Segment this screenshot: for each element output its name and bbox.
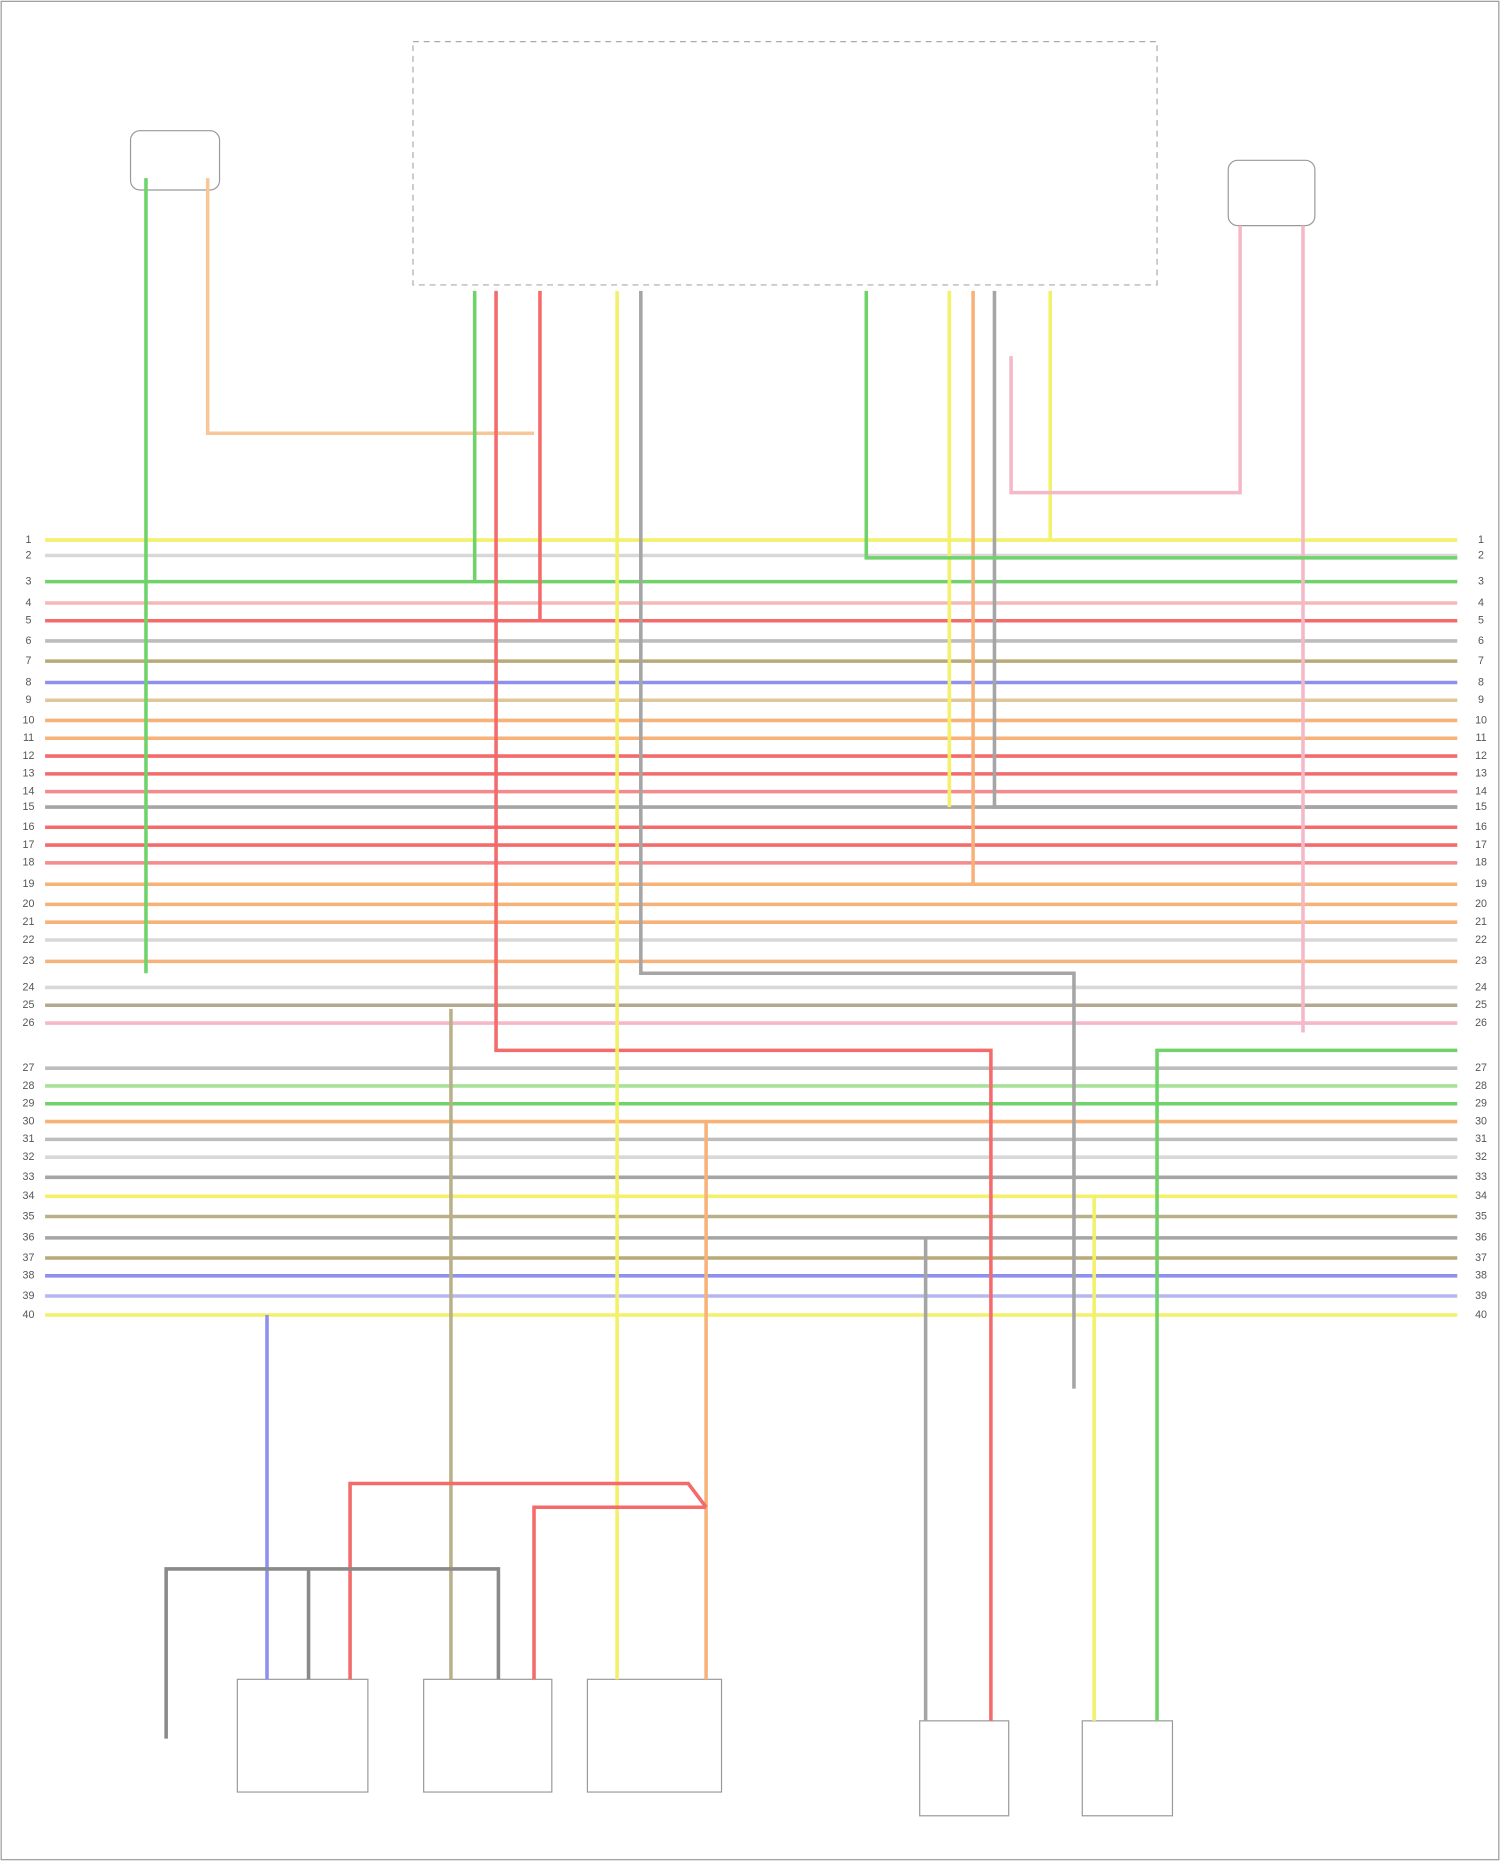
row-number: 14	[1475, 785, 1487, 797]
row-number: 6	[26, 635, 32, 647]
row-number: 1	[26, 534, 32, 546]
row-number: 23	[23, 955, 35, 967]
row-number: 8	[1478, 676, 1484, 688]
row-number: 27	[1475, 1062, 1487, 1074]
row-number: 7	[1478, 655, 1484, 667]
row-number: 12	[1475, 750, 1487, 762]
row-number: 18	[23, 857, 35, 869]
row-number: 10	[23, 714, 35, 726]
row-number: 26	[23, 1017, 35, 1029]
row-number: 2	[1478, 549, 1484, 561]
row-number: 13	[23, 768, 35, 780]
row-number: 17	[1475, 839, 1487, 851]
row-number: 12	[23, 750, 35, 762]
row-number: 9	[1478, 694, 1484, 706]
row-number: 9	[26, 694, 32, 706]
row-number: 1	[1478, 534, 1484, 546]
row-number: 5	[26, 615, 32, 627]
row-number: 13	[1475, 768, 1487, 780]
row-number: 15	[23, 801, 35, 813]
connector-left	[129, 130, 221, 191]
components	[236, 1678, 1174, 1817]
row-number: 30	[23, 1115, 35, 1127]
row-number: 2	[26, 549, 32, 561]
row-number: 34	[23, 1190, 35, 1202]
row-number: 40	[1475, 1309, 1487, 1321]
row-number: 19	[23, 878, 35, 890]
row-number: 14	[23, 785, 35, 797]
row-number: 32	[1475, 1151, 1487, 1163]
row-number: 26	[1475, 1017, 1487, 1029]
row-number: 40	[23, 1309, 35, 1321]
connector-right	[1227, 159, 1316, 227]
row-number: 21	[1475, 916, 1487, 928]
row-number: 16	[23, 821, 35, 833]
row-number: 24	[1475, 981, 1487, 993]
control-module	[412, 41, 1158, 286]
row-number: 17	[23, 839, 35, 851]
row-number: 23	[1475, 955, 1487, 967]
row-number: 25	[23, 999, 35, 1011]
row-number: 22	[23, 934, 35, 946]
row-number: 18	[1475, 857, 1487, 869]
row-number: 7	[26, 655, 32, 667]
row-number: 24	[23, 981, 35, 993]
row-number: 32	[23, 1151, 35, 1163]
row-number: 11	[23, 732, 34, 744]
row-number: 19	[1475, 878, 1487, 890]
row-number: 36	[23, 1232, 35, 1244]
row-number: 31	[1475, 1133, 1487, 1145]
row-number: 30	[1475, 1115, 1487, 1127]
row-number: 20	[1475, 898, 1487, 910]
row-number: 10	[1475, 714, 1487, 726]
row-number: 6	[1478, 635, 1484, 647]
row-number: 22	[1475, 934, 1487, 946]
row-number: 36	[1475, 1232, 1487, 1244]
row-number: 31	[23, 1133, 35, 1145]
row-number: 25	[1475, 999, 1487, 1011]
row-number: 38	[1475, 1270, 1487, 1282]
row-number: 28	[1475, 1080, 1487, 1092]
row-number: 39	[23, 1290, 35, 1302]
row-number: 11	[1475, 732, 1486, 744]
row-number: 16	[1475, 821, 1487, 833]
row-number: 3	[1478, 575, 1484, 587]
row-number: 27	[23, 1062, 35, 1074]
row-number: 39	[1475, 1290, 1487, 1302]
row-number: 3	[26, 575, 32, 587]
row-number: 5	[1478, 615, 1484, 627]
row-number: 28	[23, 1080, 35, 1092]
row-number: 33	[1475, 1171, 1487, 1183]
row-number: 34	[1475, 1190, 1487, 1202]
row-number: 8	[26, 676, 32, 688]
row-number: 20	[23, 898, 35, 910]
row-number: 33	[23, 1171, 35, 1183]
row-number: 21	[23, 916, 35, 928]
row-number: 29	[1475, 1098, 1487, 1110]
row-number: 4	[1478, 597, 1484, 609]
row-number: 4	[26, 597, 32, 609]
row-number: 37	[1475, 1252, 1487, 1264]
vertical-wires	[144, 178, 1458, 1739]
row-number: 38	[23, 1270, 35, 1282]
row-number: 29	[23, 1098, 35, 1110]
row-number: 35	[1475, 1210, 1487, 1222]
row-number: 37	[23, 1252, 35, 1264]
row-number: 35	[23, 1210, 35, 1222]
row-number: 15	[1475, 801, 1487, 813]
